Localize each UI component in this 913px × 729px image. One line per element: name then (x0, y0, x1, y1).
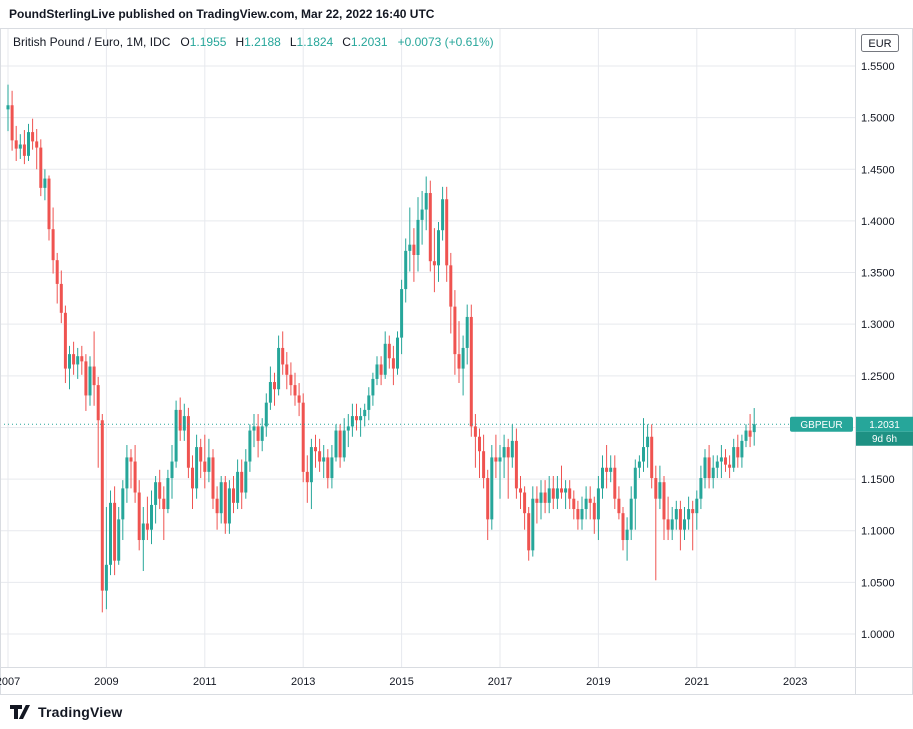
ohlc-close: C1.2031 (342, 35, 388, 49)
svg-text:1.3500: 1.3500 (861, 268, 895, 280)
symbol-title: British Pound / Euro, 1M, IDC (13, 35, 171, 49)
svg-text:1.4500: 1.4500 (861, 164, 895, 176)
svg-text:1.2031: 1.2031 (869, 420, 900, 431)
svg-text:9d 6h: 9d 6h (872, 434, 897, 445)
ohlc-low: L1.1824 (289, 35, 334, 49)
svg-text:1.3000: 1.3000 (861, 319, 895, 331)
footer-bar: TradingView (0, 695, 913, 729)
axis-separators (0, 28, 913, 695)
svg-text:1.4000: 1.4000 (861, 216, 895, 228)
svg-text:2011: 2011 (193, 676, 217, 688)
svg-text:2013: 2013 (291, 676, 315, 688)
change-value: +0.0073 (+0.61%) (397, 35, 494, 49)
candlestick-chart[interactable]: 1.00001.05001.10001.15001.20001.25001.30… (0, 28, 913, 695)
svg-text:1.5000: 1.5000 (861, 113, 895, 125)
svg-text:2023: 2023 (783, 676, 807, 688)
svg-text:1.0000: 1.0000 (861, 629, 895, 641)
svg-text:1.2500: 1.2500 (861, 371, 895, 383)
price-badge (856, 416, 913, 432)
chart-legend: British Pound / Euro, 1M, IDC O1.1955 H1… (13, 35, 494, 49)
svg-text:2021: 2021 (685, 676, 709, 688)
last-price-badges: GBPEUR 1.2031 9d 6h (790, 416, 913, 446)
svg-text:1.0500: 1.0500 (861, 577, 895, 589)
publisher-line[interactable]: PoundSterlingLive published on TradingVi… (9, 7, 435, 21)
svg-text:2015: 2015 (389, 676, 413, 688)
tradingview-logo-icon[interactable] (10, 705, 31, 719)
svg-text:2019: 2019 (586, 676, 610, 688)
svg-text:2009: 2009 (94, 676, 118, 688)
countdown-badge (856, 431, 913, 446)
svg-text:1.5500: 1.5500 (861, 61, 895, 73)
svg-text:2007: 2007 (0, 676, 20, 688)
ohlc-open: O1.1955 (180, 35, 227, 49)
svg-text:EUR: EUR (868, 38, 891, 50)
symbol-badge (790, 416, 853, 432)
time-axis[interactable]: 2007 2009 2011 2013 2015 2017 2019 2021 2023 (0, 676, 807, 688)
tradingview-wordmark[interactable]: TradingView (38, 704, 123, 720)
grid-lines (0, 28, 855, 667)
svg-text:GBPEUR: GBPEUR (800, 420, 842, 431)
candles-layer[interactable] (6, 84, 756, 613)
svg-text:1.1500: 1.1500 (861, 474, 895, 486)
svg-text:1.1000: 1.1000 (861, 526, 895, 538)
svg-text:2017: 2017 (488, 676, 512, 688)
chart-area[interactable]: 1.00001.05001.10001.15001.20001.25001.30… (0, 28, 913, 695)
price-axis[interactable]: 1.00001.05001.10001.15001.20001.25001.30… (861, 61, 895, 641)
ohlc-high: H1.2188 (235, 35, 281, 49)
currency-badge: EUR (861, 34, 899, 52)
